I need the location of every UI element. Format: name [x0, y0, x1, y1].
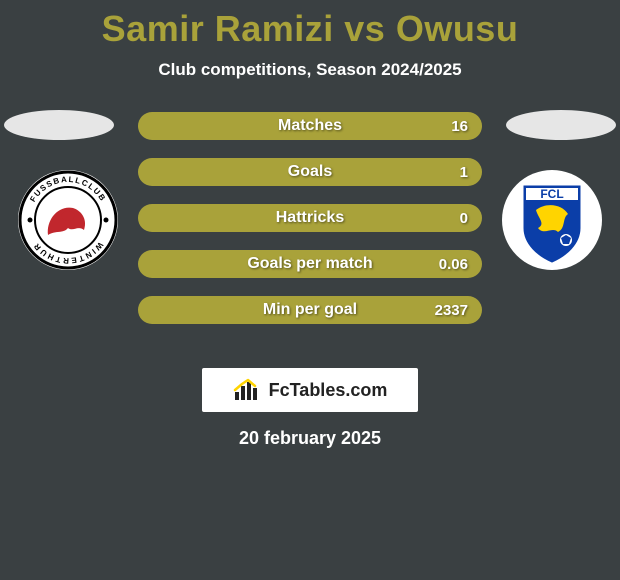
stat-value: 2337	[435, 302, 468, 319]
stat-label: Hattricks	[276, 209, 344, 227]
stat-value: 1	[460, 164, 468, 181]
stat-bar: Hattricks 0	[138, 204, 482, 232]
stat-label: Min per goal	[263, 301, 357, 319]
svg-text:FCL: FCL	[540, 187, 563, 201]
luzern-crest-icon: FCL	[502, 170, 602, 270]
club-logo-left: FUSSBALLCLUB WINTERTHUR	[18, 170, 118, 270]
player-left-name: Samir Ramizi	[102, 8, 334, 49]
stat-bar: Matches 16	[138, 112, 482, 140]
club-logo-right: FCL	[502, 170, 602, 270]
source-text: FcTables.com	[269, 380, 388, 401]
stat-bar: Goals per match 0.06	[138, 250, 482, 278]
stat-value: 0	[460, 210, 468, 227]
stat-label: Goals	[288, 163, 332, 181]
comparison-panel: FUSSBALLCLUB WINTERTHUR FCL Matches 16	[0, 110, 620, 350]
player-right-name: Owusu	[396, 8, 519, 49]
page-title: Samir Ramizi vs Owusu	[0, 0, 620, 50]
barchart-icon	[233, 378, 261, 402]
vs-text: vs	[334, 8, 396, 49]
stat-label: Matches	[278, 117, 342, 135]
stat-label: Goals per match	[247, 255, 372, 273]
winterthur-crest-icon: FUSSBALLCLUB WINTERTHUR	[18, 170, 118, 270]
stat-bar: Min per goal 2337	[138, 296, 482, 324]
source-badge: FcTables.com	[202, 368, 418, 412]
stat-bar: Goals 1	[138, 158, 482, 186]
stat-value: 16	[451, 118, 468, 135]
stat-value: 0.06	[439, 256, 468, 273]
player-left-placeholder	[4, 110, 114, 140]
date-text: 20 february 2025	[0, 428, 620, 449]
stats-bars: Matches 16 Goals 1 Hattricks 0 Goals per…	[138, 112, 482, 324]
player-right-placeholder	[506, 110, 616, 140]
subtitle: Club competitions, Season 2024/2025	[0, 60, 620, 80]
